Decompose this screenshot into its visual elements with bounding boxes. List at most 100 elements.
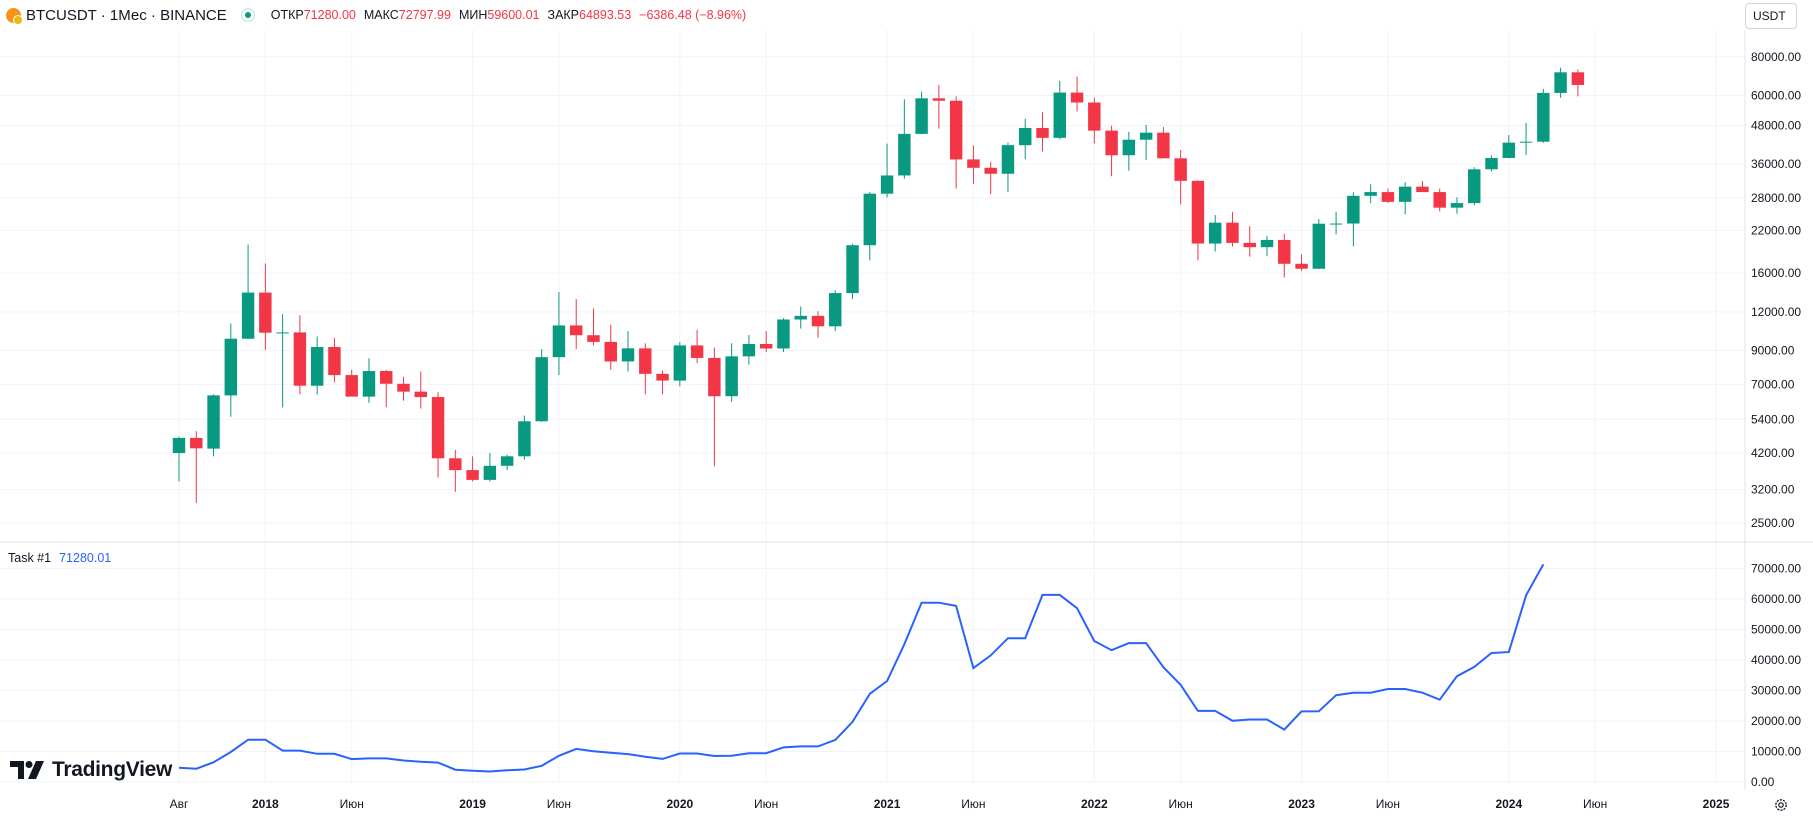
- indicator-axis-tick-label: 30000.00: [1751, 683, 1801, 697]
- indicator-axis-tick-label: 20000.00: [1751, 714, 1801, 728]
- candle-body: [172, 437, 186, 454]
- candle-body: [1174, 158, 1187, 181]
- candle-body: [846, 245, 859, 294]
- candle-body: [742, 344, 756, 357]
- price-axis-tick-label: 3200.00: [1751, 483, 1795, 497]
- candle-body: [328, 347, 341, 376]
- candle-body: [1226, 222, 1239, 243]
- candle-body: [397, 383, 410, 392]
- chart-header: BTCUSDT · 1Мес · BINANCE ОТКР71280.00 МА…: [6, 4, 746, 26]
- high-label: МАКС: [363, 8, 399, 22]
- x-axis-tick-label: Июн: [1583, 797, 1607, 811]
- change-value: −6386.48 (−8.96%): [639, 8, 747, 22]
- candle-body: [1070, 92, 1084, 103]
- symbol-title[interactable]: BTCUSDT · 1Мес · BINANCE: [26, 6, 227, 24]
- candle-body: [1191, 180, 1205, 244]
- x-axis-tick-label: Июн: [547, 797, 571, 811]
- low-label: МИН: [458, 8, 488, 22]
- candle-body: [431, 397, 445, 459]
- candle-body: [1036, 128, 1049, 138]
- price-axis-tick-label: 80000.00: [1751, 50, 1801, 64]
- price-axis-tick-label: 2500.00: [1751, 516, 1795, 530]
- indicator-axis-tick-label: 50000.00: [1751, 622, 1801, 636]
- candle-body: [1571, 72, 1585, 85]
- price-axis-tick-label: 28000.00: [1751, 191, 1801, 205]
- price-axis-tick-label: 5400.00: [1751, 412, 1795, 426]
- x-axis-tick-label: 2023: [1288, 797, 1315, 811]
- candle-body: [690, 345, 704, 358]
- x-axis-tick-label: Июн: [1376, 797, 1400, 811]
- candle-body: [639, 348, 652, 374]
- candle-body: [483, 465, 497, 480]
- x-axis-tick-label: Июн: [961, 797, 985, 811]
- candle-body: [1105, 130, 1118, 156]
- candle-body: [794, 315, 807, 320]
- candle-body: [1450, 203, 1464, 208]
- candle-body: [1416, 186, 1429, 193]
- candle-body: [449, 458, 462, 471]
- candle-body: [1278, 239, 1291, 264]
- candle-body: [1019, 128, 1032, 146]
- candle-body: [466, 470, 479, 480]
- x-axis-tick-label: Июн: [340, 797, 364, 811]
- ohlc-values: ОТКР71280.00 МАКС72797.99 МИН59600.01 ЗА…: [271, 8, 746, 22]
- candle-body: [656, 373, 669, 381]
- candle-body: [1260, 239, 1274, 248]
- candle-body: [708, 357, 721, 397]
- indicator-series-line: [178, 563, 1545, 773]
- candle-body: [811, 315, 825, 327]
- currency-button[interactable]: USDT: [1745, 3, 1797, 29]
- candle-body: [259, 292, 272, 333]
- candle-body: [829, 293, 842, 327]
- indicator-axis-tick-label: 70000.00: [1751, 561, 1801, 575]
- brand-wordmark: TradingView: [52, 758, 173, 781]
- indicator-name: Task #1: [8, 551, 52, 565]
- live-status-dot-icon: [240, 8, 255, 22]
- close-label: ЗАКР: [547, 8, 580, 22]
- candle-body: [276, 332, 289, 334]
- candle-body: [224, 338, 238, 396]
- candle-body: [725, 356, 738, 397]
- candle-body: [1157, 132, 1170, 159]
- candle-body: [1364, 192, 1377, 196]
- indicator-legend[interactable]: Task #1 71280.01: [8, 551, 111, 565]
- x-axis-tick-label: 2020: [666, 797, 693, 811]
- price-axis-tick-label: 22000.00: [1751, 223, 1801, 237]
- candle-body: [984, 167, 997, 174]
- candle-body: [759, 344, 773, 349]
- candle-body: [241, 292, 255, 339]
- candle-body: [535, 357, 548, 422]
- indicator-axis-tick-label: 10000.00: [1751, 744, 1801, 758]
- candle-body: [1329, 223, 1343, 225]
- tradingview-logo[interactable]: TradingView: [10, 758, 172, 782]
- open-label: ОТКР: [270, 8, 304, 22]
- candle-body: [1433, 192, 1446, 208]
- candle-body: [414, 391, 427, 398]
- candle-body: [207, 395, 220, 449]
- candle-body: [777, 319, 790, 349]
- x-axis-tick-label: 2024: [1495, 797, 1522, 811]
- candle-body: [518, 421, 531, 457]
- candle-body: [293, 332, 307, 386]
- price-axis-tick-label: 7000.00: [1751, 377, 1795, 391]
- candle-body: [1243, 242, 1256, 248]
- candle-body: [1398, 186, 1412, 202]
- bitcoin-icon: [6, 7, 23, 25]
- candle-body: [380, 371, 393, 384]
- open-value: 71280.00: [303, 8, 356, 22]
- x-axis-tick-label: 2019: [459, 797, 486, 811]
- indicator-axis-tick-label: 40000.00: [1751, 653, 1801, 667]
- candle-body: [621, 348, 635, 362]
- candle-body: [880, 175, 894, 194]
- candle-body: [310, 347, 324, 386]
- candle-body: [932, 98, 946, 101]
- price-axis-tick-label: 12000.00: [1751, 305, 1801, 319]
- candle-body: [1519, 141, 1533, 143]
- candle-body: [190, 437, 203, 449]
- gear-icon[interactable]: [1773, 797, 1789, 813]
- price-axis-tick-label: 4200.00: [1751, 446, 1795, 460]
- candle-body: [587, 335, 600, 342]
- indicator-axis-tick-label: 60000.00: [1751, 592, 1801, 606]
- candle-body: [1312, 223, 1326, 269]
